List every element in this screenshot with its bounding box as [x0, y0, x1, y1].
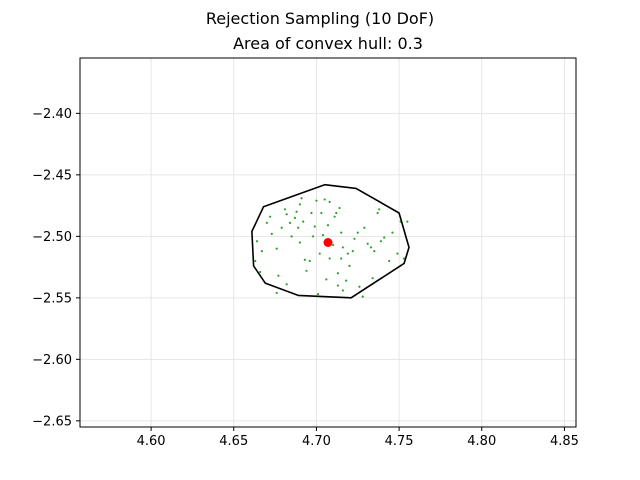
- sample-point: [275, 247, 278, 250]
- sample-point: [285, 213, 288, 216]
- plot-area: [251, 183, 410, 299]
- sample-point: [280, 226, 283, 229]
- sample-point: [341, 246, 344, 249]
- sample-point: [315, 199, 318, 202]
- sample-point: [396, 252, 399, 255]
- sample-point: [391, 231, 394, 234]
- y-tick-label: −2.40: [32, 107, 72, 122]
- sample-point: [313, 225, 316, 228]
- chart-subtitle: Area of convex hull: 0.3: [233, 34, 423, 53]
- sample-point: [340, 231, 343, 234]
- y-axis: −2.40 −2.45 −2.50 −2.55 −2.60 −2.65: [32, 107, 80, 429]
- y-tick-label: −2.55: [32, 291, 72, 306]
- y-tick-label: −2.60: [32, 353, 72, 368]
- sample-point: [303, 258, 306, 261]
- sample-point: [318, 252, 321, 255]
- sample-point: [312, 235, 315, 238]
- sample-point: [255, 240, 259, 243]
- sample-point: [297, 226, 300, 229]
- sample-point: [269, 215, 272, 218]
- sample-point: [300, 197, 303, 200]
- sample-point: [325, 278, 328, 281]
- sample-point: [336, 284, 340, 287]
- sample-point: [353, 237, 356, 240]
- sample-point: [345, 279, 348, 282]
- sample-point: [371, 277, 374, 280]
- sample-point: [302, 220, 305, 223]
- sample-point: [290, 235, 293, 238]
- sample-point: [406, 220, 409, 223]
- plot-frame: [79, 57, 577, 428]
- x-axis: 4.60 4.65 4.70 4.75 4.80 4.85: [137, 427, 579, 449]
- sample-point: [293, 216, 297, 219]
- y-tick-label: −2.45: [32, 168, 72, 183]
- y-tick-label: −2.50: [32, 230, 72, 245]
- sample-point: [308, 259, 311, 263]
- sample-point: [341, 289, 344, 292]
- sample-point: [338, 206, 341, 210]
- sample-point: [331, 243, 335, 247]
- sample-point: [298, 203, 301, 206]
- sample-point: [320, 211, 323, 215]
- convex-hull: [251, 183, 410, 299]
- sample-point: [288, 221, 292, 224]
- sample-point: [346, 252, 349, 255]
- sample-point: [351, 250, 354, 253]
- sample-point: [336, 272, 340, 275]
- sample-point: [376, 211, 379, 215]
- sample-point: [277, 274, 280, 277]
- x-tick-label: 4.65: [219, 434, 248, 449]
- sample-point: [388, 259, 391, 263]
- sample-point: [285, 283, 288, 286]
- sample-point: [270, 232, 273, 235]
- sample-point: [323, 198, 326, 201]
- y-tick-label: −2.65: [32, 414, 72, 429]
- sample-point: [363, 226, 366, 229]
- grid-lines: [80, 58, 576, 427]
- sample-point: [275, 291, 278, 295]
- sample-point: [265, 221, 268, 224]
- sample-point: [295, 210, 298, 213]
- sample-point: [379, 240, 383, 243]
- sample-point: [328, 257, 331, 260]
- sample-point: [333, 215, 336, 218]
- sample-point: [383, 236, 386, 239]
- x-tick-label: 4.75: [385, 434, 414, 449]
- sample-point: [378, 208, 381, 211]
- chart-title: Rejection Sampling (10 DoF): [206, 9, 434, 28]
- sample-point: [340, 257, 343, 260]
- sample-point: [260, 250, 263, 253]
- sample-point: [305, 269, 308, 272]
- sample-point: [358, 285, 361, 288]
- sample-point: [335, 211, 338, 215]
- sample-point: [373, 250, 376, 253]
- center-point: [323, 238, 333, 247]
- sample-point: [298, 241, 301, 244]
- sample-point: [310, 211, 313, 215]
- sample-point: [361, 295, 364, 298]
- sample-point: [321, 234, 325, 237]
- sample-point: [366, 242, 369, 245]
- sample-point: [259, 270, 262, 274]
- x-tick-label: 4.80: [467, 434, 496, 449]
- x-tick-label: 4.60: [137, 434, 166, 449]
- sample-point: [328, 200, 331, 204]
- sample-point: [254, 259, 257, 263]
- sample-point: [283, 208, 287, 211]
- sample-point: [369, 246, 373, 249]
- x-tick-label: 4.70: [302, 434, 331, 449]
- sample-point: [356, 231, 359, 234]
- sample-point: [326, 224, 330, 227]
- sample-point: [316, 293, 320, 296]
- x-tick-label: 4.85: [550, 434, 579, 449]
- sample-point: [348, 264, 351, 267]
